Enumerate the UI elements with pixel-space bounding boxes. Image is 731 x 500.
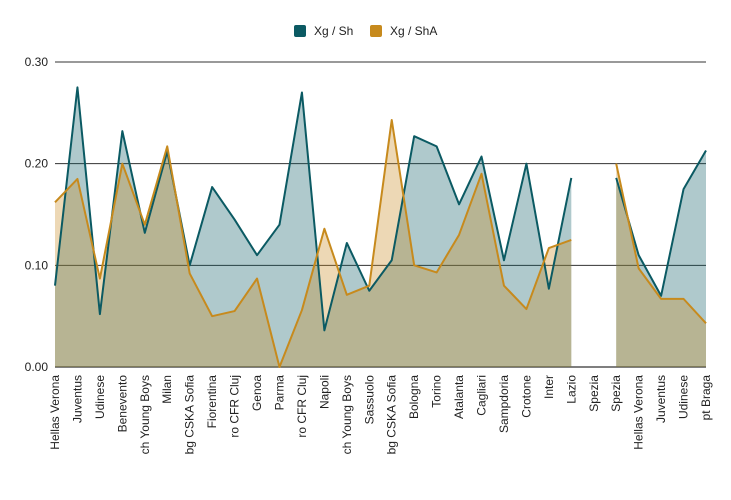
x-axis-ticks: Hellas Verona Juventus Udinese Benevento ch … xyxy=(48,375,713,455)
x-tick-label: Genoa xyxy=(250,375,264,411)
x-tick-label: Torino xyxy=(430,375,444,408)
x-tick-label: Hellas Verona xyxy=(48,375,62,450)
area-xg-sha xyxy=(55,119,572,367)
x-tick-label: Lazio xyxy=(564,375,578,404)
x-tick-label: Cagliari xyxy=(475,375,489,416)
x-tick-label: Udinese xyxy=(677,375,691,419)
x-tick-label: Parma xyxy=(272,375,286,411)
x-tick-label: Sampdoria xyxy=(497,375,511,433)
x-tick-label: Napoli xyxy=(317,375,331,409)
y-tick-label: 0.10 xyxy=(25,258,49,272)
x-tick-label: Fiorentina xyxy=(205,375,219,429)
legend-label-xg-sh: Xg / Sh xyxy=(314,24,353,38)
x-tick-label: bg CSKA Sofia xyxy=(183,375,197,455)
x-tick-label: Udinese xyxy=(93,375,107,419)
line-xg-sha xyxy=(54,118,572,368)
x-tick-label: ro CFR Cluj xyxy=(295,375,309,438)
x-tick-label: Atalanta xyxy=(452,375,466,419)
x-tick-label: ch Young Boys xyxy=(340,375,354,454)
legend-swatch-xg-sh xyxy=(294,25,306,37)
x-tick-label: ro CFR Cluj xyxy=(228,375,242,438)
area-xg-sh xyxy=(616,150,706,367)
y-axis-ticks: 0.00 0.10 0.20 0.30 xyxy=(25,55,49,374)
x-tick-label: pt Braga xyxy=(699,375,713,421)
x-tick-label: Spezia xyxy=(609,375,623,412)
area-xg-sh xyxy=(55,87,572,368)
legend-label-xg-sha: Xg / ShA xyxy=(390,24,437,38)
legend: Xg / Sh Xg / ShA xyxy=(294,24,437,38)
x-tick-label: bg CSKA Sofia xyxy=(385,375,399,455)
y-tick-label: 0.20 xyxy=(25,157,49,171)
series-lines xyxy=(54,86,707,368)
x-tick-label: Crotone xyxy=(519,375,533,418)
x-tick-label: Bologna xyxy=(407,375,421,419)
y-tick-label: 0.00 xyxy=(25,360,49,374)
y-tick-label: 0.30 xyxy=(25,55,49,69)
x-tick-label: ch Young Boys xyxy=(138,375,152,454)
x-tick-label: Milan xyxy=(160,375,174,404)
x-tick-label: Juventus xyxy=(70,375,84,423)
x-tick-label: Benevento xyxy=(115,375,129,433)
line-xg-sha xyxy=(615,163,707,324)
series-areas xyxy=(55,87,706,368)
legend-swatch-xg-sha xyxy=(370,25,382,37)
x-tick-label: Sassuolo xyxy=(362,375,376,425)
x-tick-label: Spezia xyxy=(587,375,601,412)
x-tick-label: Hellas Verona xyxy=(632,375,646,450)
x-tick-label: Juventus xyxy=(654,375,668,423)
area-xg-sha xyxy=(616,163,706,367)
x-tick-label: Inter xyxy=(542,375,556,399)
